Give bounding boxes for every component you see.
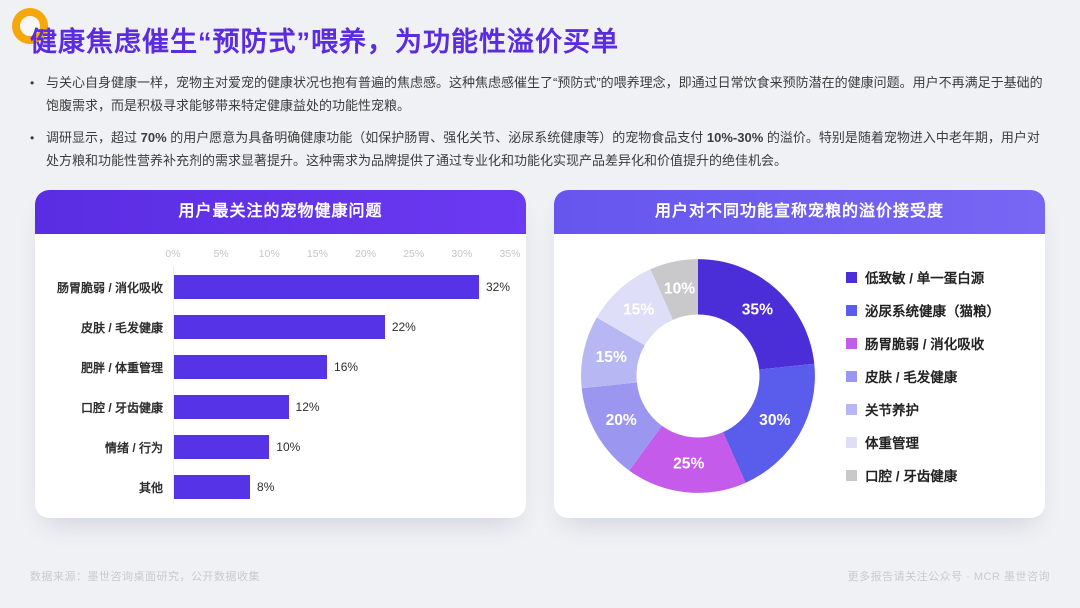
donut-slice: [698, 259, 815, 370]
bar-chart-panel: 用户最关注的宠物健康问题 0% 5% 10% 15% 20% 25% 30% 35% 肠胃脆弱…: [35, 190, 526, 518]
page-title: 健康焦虑催生“预防式”喂养，为功能性溢价买单: [30, 27, 619, 57]
bar-category-label: 口腔 / 牙齿健康: [80, 400, 163, 415]
bullet-dot: •: [30, 76, 35, 91]
donut-slice-label: 35%: [742, 302, 773, 319]
legend-swatch: [846, 271, 857, 283]
x-axis-tick: 15%: [306, 248, 328, 260]
bar-category-label: 情绪 / 行为: [104, 440, 163, 455]
legend-item: 泌尿系统健康（猫粮）: [846, 300, 1035, 320]
bar-value-label: 8%: [257, 480, 275, 494]
donut-slice: [723, 363, 815, 483]
legend-item: 低致敏 / 单一蛋白源: [846, 267, 1035, 287]
donut-chart-panel: 用户对不同功能宣称宠粮的溢价接受度 35% 30% 25% 20% 15% 15% 10% …: [554, 190, 1045, 518]
bar-chart: 0% 5% 10% 15% 20% 25% 30% 35% 肠胃脆弱 / 消化吸收 32% 皮肤 …: [35, 234, 526, 518]
bar: [173, 355, 328, 379]
legend-swatch: [846, 403, 857, 415]
legend-swatch: [846, 469, 857, 481]
x-axis-tick: 35%: [499, 248, 521, 260]
legend-swatch: [846, 370, 857, 382]
bar-value-label: 10%: [276, 440, 301, 454]
bar-category-label: 肠胃脆弱 / 消化吸收: [56, 280, 163, 295]
x-axis-tick: 30%: [451, 248, 473, 260]
bar-chart-title: 用户最关注的宠物健康问题: [35, 190, 526, 234]
x-axis-tick: 0%: [165, 248, 181, 260]
donut-slice: [581, 382, 662, 471]
bar-row: 口腔 / 牙齿健康 12%: [51, 388, 510, 426]
bar-row: 肥胖 / 体重管理 16%: [51, 348, 510, 386]
bar-chart-body: 0% 5% 10% 15% 20% 25% 30% 35% 肠胃脆弱 / 消化吸收 32% 皮肤 …: [35, 234, 526, 518]
bar-category-label: 皮肤 / 毛发健康: [80, 320, 163, 335]
legend-swatch: [846, 337, 857, 349]
donut-slice: [629, 425, 746, 493]
bullet-text: 与关心自身健康一样，宠物主对爱宠的健康状况也抱有普遍的焦虑感。这种焦虑感催生了“…: [46, 75, 1043, 114]
x-axis-tick: 20%: [355, 248, 377, 260]
legend-item: 肠胃脆弱 / 消化吸收: [846, 333, 1035, 353]
accent-ring-icon: [12, 8, 48, 44]
donut-slice-label: 30%: [759, 412, 790, 429]
legend-swatch: [846, 436, 857, 448]
bar-category-label: 肥胖 / 体重管理: [80, 360, 163, 375]
legend-item: 体重管理: [846, 432, 1035, 452]
donut-slice-label: 10%: [664, 281, 695, 298]
legend-label: 皮肤 / 毛发健康: [865, 370, 958, 385]
donut-chart-title: 用户对不同功能宣称宠粮的溢价接受度: [554, 190, 1045, 234]
donut-chart: 35% 30% 25% 20% 15% 15% 10%: [581, 259, 815, 493]
axis-zero-line: [173, 266, 174, 504]
donut-slice: [581, 317, 645, 389]
legend-item: 口腔 / 牙齿健康: [846, 465, 1035, 485]
x-axis-tick: 25%: [403, 248, 425, 260]
legend: 低致敏 / 单一蛋白源 泌尿系统健康（猫粮） 肠胃脆弱 / 消化吸收 皮肤 / 毛发健…: [846, 267, 1035, 485]
x-axis: 0% 5% 10% 15% 20% 25% 30% 35%: [51, 246, 520, 266]
legend-item: 关节养护: [846, 399, 1035, 419]
bar: [173, 315, 385, 339]
footer-source-text: 数据来源：墨世咨询桌面研究，公开数据收集: [30, 571, 260, 583]
donut-slice-label: 15%: [623, 302, 654, 319]
footer-follow-text: 更多报告请关注公众号 · MCR 墨世咨询: [847, 571, 1050, 583]
footer: 数据来源：墨世咨询桌面研究，公开数据收集 更多报告请关注公众号 · MCR 墨世…: [30, 568, 1050, 584]
donut-chart-body: 35% 30% 25% 20% 15% 15% 10% 低致敏 / 单一蛋白源 泌尿系统健康（…: [554, 234, 1045, 518]
bullet-dot: •: [30, 130, 35, 145]
donut-slice: [650, 259, 698, 320]
x-axis-tick: 5%: [213, 248, 229, 260]
chart-panels: 用户最关注的宠物健康问题 0% 5% 10% 15% 20% 25% 30% 35% 肠胃脆弱…: [35, 190, 1045, 518]
bullet-text: 调研显示，超过 70% 的用户愿意为具备明确健康功能（如保护肠胃、强化关节、泌尿…: [46, 129, 1040, 168]
bullet-item: • 与关心自身健康一样，宠物主对爱宠的健康状况也抱有普遍的焦虑感。这种焦虑感催生…: [30, 72, 1050, 118]
legend-label: 关节养护: [865, 403, 919, 418]
legend-item: 皮肤 / 毛发健康: [846, 366, 1035, 386]
legend-label: 体重管理: [865, 436, 919, 451]
bullet-item: • 调研显示，超过 70% 的用户愿意为具备明确健康功能（如保护肠胃、强化关节、…: [30, 127, 1050, 173]
bar: [173, 435, 270, 459]
bar-value-label: 32%: [485, 280, 510, 294]
x-axis-tick: 10%: [258, 248, 280, 260]
bar-value-label: 12%: [295, 400, 320, 414]
legend-label: 低致敏 / 单一蛋白源: [865, 271, 985, 286]
bar-row: 其他 8%: [51, 468, 510, 506]
bar-row: 情绪 / 行为 10%: [51, 428, 510, 466]
bar-value-label: 22%: [391, 320, 416, 334]
donut-slice-label: 25%: [673, 456, 704, 473]
bar-row: 肠胃脆弱 / 消化吸收 32%: [51, 268, 510, 306]
bar: [173, 275, 479, 299]
legend-label: 肠胃脆弱 / 消化吸收: [865, 337, 985, 352]
bar-category-label: 其他: [138, 480, 163, 495]
donut-slice: [596, 269, 673, 346]
bar-value-label: 16%: [334, 360, 359, 374]
donut-slice-label: 15%: [596, 349, 627, 366]
legend-label: 泌尿系统健康（猫粮）: [865, 304, 1000, 319]
bar: [173, 475, 251, 499]
bar: [173, 395, 289, 419]
bar-row: 皮肤 / 毛发健康 22%: [51, 308, 510, 346]
legend-label: 口腔 / 牙齿健康: [865, 469, 958, 484]
bullet-list: • 与关心自身健康一样，宠物主对爱宠的健康状况也抱有普遍的焦虑感。这种焦虑感催生…: [0, 58, 1080, 172]
legend-swatch: [846, 304, 857, 316]
donut-slice-label: 20%: [606, 412, 637, 429]
